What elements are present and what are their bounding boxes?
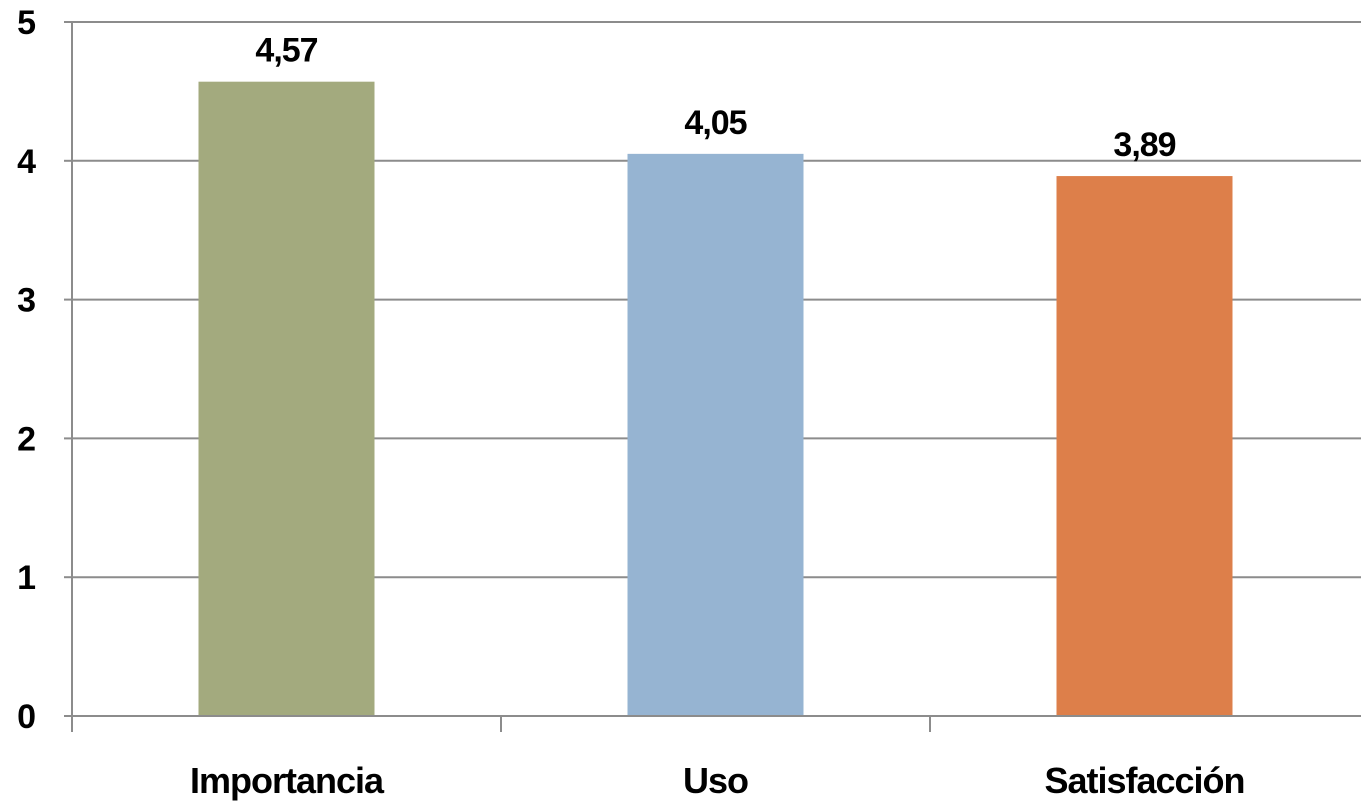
bar-3 [1056, 176, 1233, 716]
y-tick-label: 5 [17, 4, 36, 42]
y-tick-label: 4 [17, 143, 36, 181]
data-label: 4,57 [255, 32, 317, 70]
axes [64, 21, 1361, 732]
bar-1 [198, 81, 375, 716]
bars [198, 81, 1233, 717]
x-tick-label: Importancia [190, 760, 385, 801]
y-tick-label: 3 [17, 282, 36, 320]
y-tick-label: 1 [17, 559, 36, 597]
x-tick-label: Uso [683, 760, 748, 801]
y-tick-label: 2 [17, 420, 36, 458]
labels: 0 1 2 3 4 5 4,57 Importancia 4,05 Uso 3,89 Satisfac… [17, 4, 1245, 801]
data-label: 3,89 [1113, 126, 1175, 164]
bar-2 [627, 153, 804, 717]
x-tick-label: Satisfacción [1044, 760, 1244, 801]
data-label: 4,05 [684, 104, 746, 142]
y-tick-label: 0 [17, 698, 36, 736]
